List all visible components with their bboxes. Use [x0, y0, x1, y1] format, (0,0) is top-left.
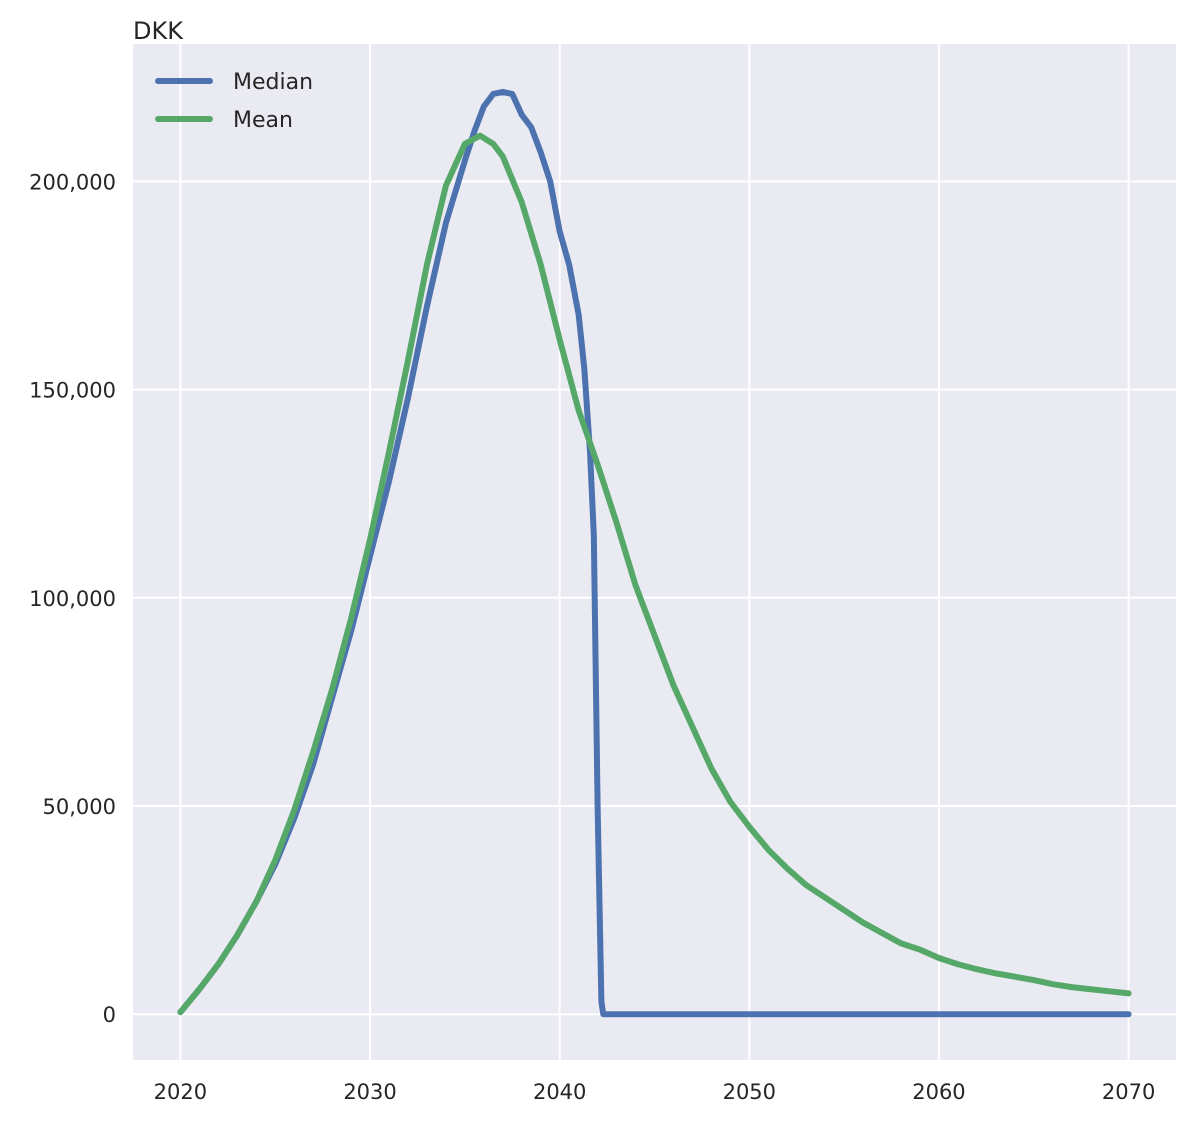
x-tick-label: 2020: [154, 1080, 207, 1104]
y-tick-label: 50,000: [43, 795, 116, 819]
legend-label-mean: Mean: [233, 108, 293, 133]
series-line-mean: [177, 132, 1132, 1016]
y-axis-unit-label: DKK: [133, 17, 184, 45]
x-tick-label: 2050: [723, 1080, 776, 1104]
tick-labels: 2020 2030 2040 2050 2060 2070 0 50,000 100,000 15…: [29, 170, 1155, 1104]
x-tick-label: 2060: [912, 1080, 965, 1104]
x-tick-label: 2030: [343, 1080, 396, 1104]
y-tick-label: 100,000: [29, 587, 116, 611]
y-tick-label: 0: [103, 1003, 116, 1027]
x-tick-label: 2070: [1102, 1080, 1155, 1104]
grid: [133, 44, 1176, 1060]
y-tick-label: 200,000: [29, 170, 116, 194]
plot-background: [133, 44, 1176, 1060]
legend: Median Mean: [155, 70, 313, 133]
legend-label-median: Median: [233, 70, 313, 95]
y-tick-label: 150,000: [29, 379, 116, 403]
x-tick-label: 2040: [533, 1080, 586, 1104]
series-line-median: [177, 88, 1132, 1018]
series-lines: [177, 88, 1132, 1018]
